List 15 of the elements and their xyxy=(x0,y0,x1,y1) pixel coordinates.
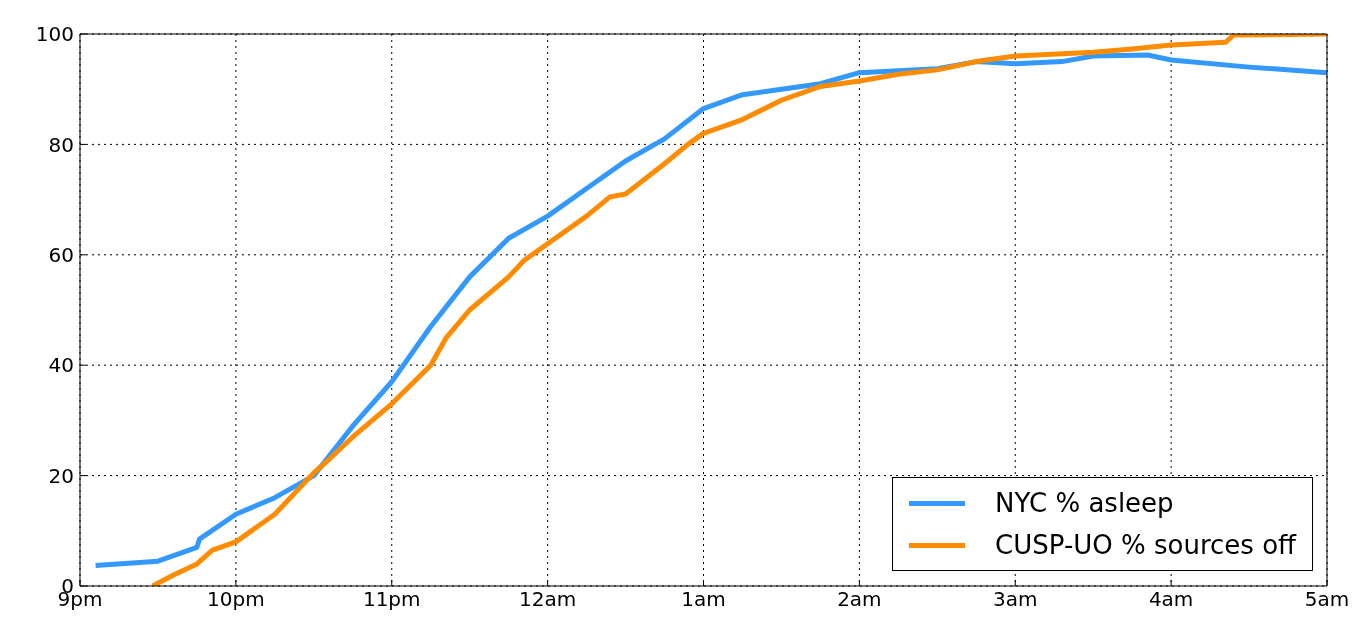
y-tick-label: 20 xyxy=(48,463,74,488)
x-tick-label: 12am xyxy=(519,587,577,612)
x-tick-label: 10pm xyxy=(207,587,265,612)
legend-label: CUSP-UO % sources off xyxy=(995,529,1296,562)
legend-label: NYC % asleep xyxy=(995,487,1174,520)
x-tick-label: 3am xyxy=(993,587,1038,612)
x-tick-label: 4am xyxy=(1148,587,1194,612)
x-tick-label: 1am xyxy=(681,587,726,612)
y-tick-label: 40 xyxy=(48,353,74,378)
y-tick-label: 100 xyxy=(35,22,74,47)
x-tick-label: 5am xyxy=(1304,587,1350,612)
x-tick-label: 2am xyxy=(837,587,882,612)
y-tick-label: 60 xyxy=(48,242,74,267)
y-tick-label: 80 xyxy=(48,132,74,157)
x-tick-label: 11pm xyxy=(362,587,421,612)
